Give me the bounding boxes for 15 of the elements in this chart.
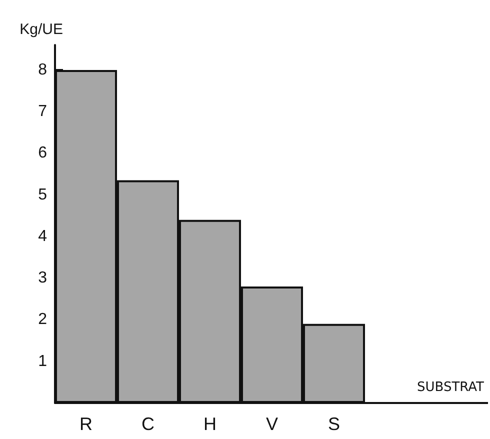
y-tick-label: 2 [38,311,48,328]
x-tick-label: H [204,414,216,434]
x-axis-title: SUBSTRAT [417,380,484,395]
y-tick-label: 3 [38,270,48,287]
x-tick-label: S [328,414,340,434]
y-axis-title: Kg/UE [20,21,63,38]
y-tick-label: 1 [38,352,48,370]
x-tick-label: V [266,414,278,434]
y-tick-label: 6 [38,144,48,162]
y-tick-label: 8 [38,61,48,78]
y-tick-label: 7 [38,103,48,120]
x-tick-label: C [142,414,154,434]
x-tick-label: R [80,414,92,434]
y-tick-label: 5 [38,186,48,204]
y-tick-label: 4 [38,228,48,245]
